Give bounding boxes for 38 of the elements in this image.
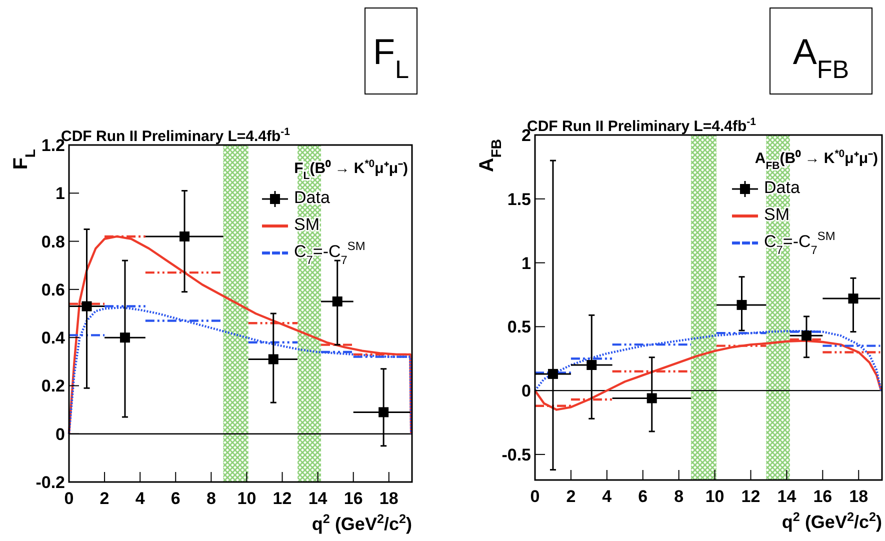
text: F$_{L}$ bbox=[372, 31, 410, 84]
legend-label: Data bbox=[294, 188, 330, 207]
y-tick-label: 1 bbox=[56, 184, 65, 204]
y-tick-label: 0 bbox=[522, 382, 531, 401]
x-tick-label: 12 bbox=[272, 489, 292, 508]
text: A$_{FB}$ bbox=[792, 31, 850, 84]
x-tick-label: 16 bbox=[813, 487, 832, 506]
y-tick-label: -0.2 bbox=[36, 473, 65, 492]
y-tick-label: 1.5 bbox=[507, 190, 531, 209]
x-tick-label: 10 bbox=[237, 489, 256, 508]
x-tick-label: 6 bbox=[170, 489, 180, 508]
y-tick-label: 0 bbox=[56, 424, 65, 444]
x-tick-label: 8 bbox=[674, 487, 684, 506]
x-tick-label: 18 bbox=[849, 487, 868, 506]
x-tick-label: 4 bbox=[135, 489, 146, 508]
y-tick-label: 0.8 bbox=[41, 232, 65, 252]
x-tick-label: 18 bbox=[379, 489, 398, 508]
legend-label: Data bbox=[764, 178, 800, 197]
y-tick-label: 1 bbox=[522, 254, 531, 273]
x-axis-title: q$^{2}$ (GeV$^{2}$/c$^{2}$) bbox=[312, 512, 412, 534]
x-tick-label: 4 bbox=[602, 487, 612, 506]
y-tick-label: 0.2 bbox=[41, 376, 65, 396]
y-tick-label: -0.5 bbox=[502, 445, 531, 464]
x-tick-label: 14 bbox=[308, 489, 328, 508]
y-tick-label: 0.6 bbox=[41, 280, 65, 300]
x-tick-label: 14 bbox=[777, 487, 797, 506]
x-tick-label: 6 bbox=[638, 487, 648, 506]
y-tick-label: 0.4 bbox=[41, 328, 66, 348]
x-tick-label: 12 bbox=[741, 487, 760, 506]
legend-label: SM bbox=[764, 205, 790, 224]
x-tick-label: 16 bbox=[344, 489, 363, 508]
y-tick-label: 0.5 bbox=[507, 318, 531, 337]
x-tick-label: 10 bbox=[705, 487, 724, 506]
legend-label: SM bbox=[294, 215, 320, 234]
x-tick-label: 2 bbox=[566, 487, 576, 506]
x-tick-label: 8 bbox=[206, 489, 216, 508]
x-tick-label: 2 bbox=[100, 489, 110, 508]
x-axis-title: q$^{2}$ (GeV$^{2}$/c$^{2}$) bbox=[782, 510, 882, 532]
